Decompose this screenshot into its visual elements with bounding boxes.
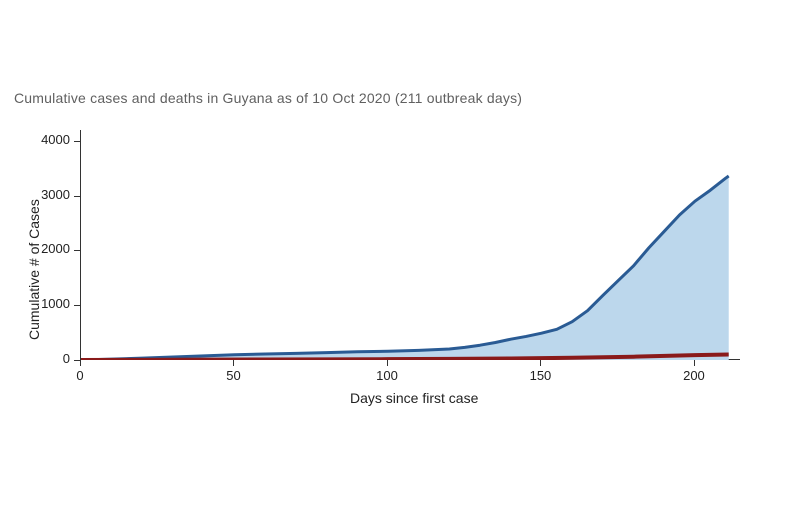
x-tick-label: 100 (367, 368, 407, 383)
plot-area (80, 130, 740, 360)
x-tick-label: 150 (520, 368, 560, 383)
chart-title: Cumulative cases and deaths in Guyana as… (14, 90, 522, 106)
plot-svg (81, 130, 741, 360)
x-axis-title: Days since first case (350, 390, 478, 406)
x-tick-label: 0 (60, 368, 100, 383)
y-tick-mark (74, 196, 80, 197)
y-tick-label: 3000 (10, 187, 70, 202)
y-tick-label: 1000 (10, 296, 70, 311)
x-tick-mark (694, 360, 695, 366)
x-tick-mark (80, 360, 81, 366)
y-tick-label: 0 (10, 351, 70, 366)
x-tick-mark (387, 360, 388, 366)
x-tick-label: 200 (674, 368, 714, 383)
y-tick-label: 4000 (10, 132, 70, 147)
y-axis-title: Cumulative # of Cases (26, 199, 42, 340)
x-tick-label: 50 (213, 368, 253, 383)
y-tick-mark (74, 141, 80, 142)
x-tick-mark (540, 360, 541, 366)
y-tick-mark (74, 250, 80, 251)
x-tick-mark (233, 360, 234, 366)
y-tick-label: 2000 (10, 241, 70, 256)
y-tick-mark (74, 305, 80, 306)
